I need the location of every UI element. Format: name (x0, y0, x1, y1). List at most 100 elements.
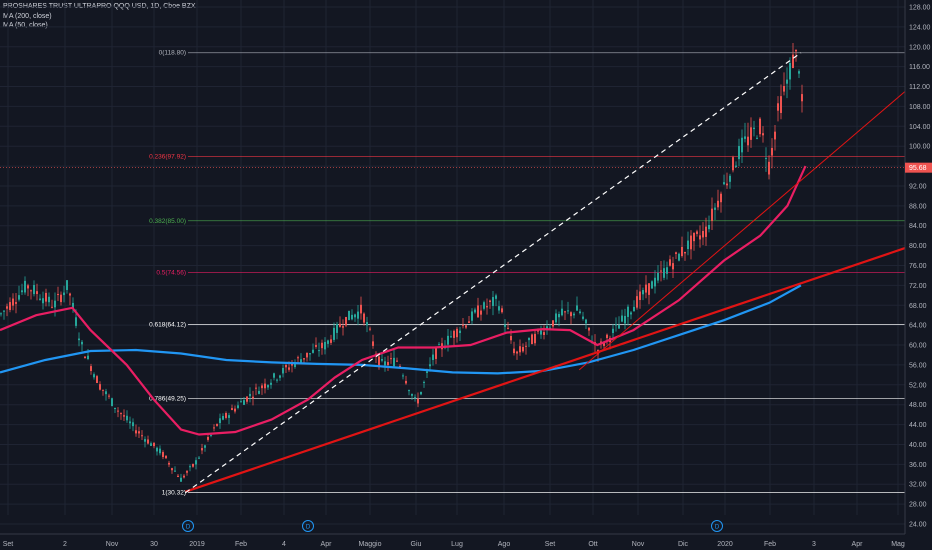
candle-body (540, 330, 542, 335)
candle-body (384, 361, 386, 366)
candle-body (255, 387, 257, 389)
candle-body (711, 208, 713, 221)
last-price-label: 95.68 (909, 165, 927, 172)
price-tick-label: 116.00 (909, 64, 930, 71)
candle-body (78, 338, 80, 341)
time-tick-label: Set (3, 541, 14, 548)
candle-body (483, 302, 485, 309)
candle-body (468, 321, 470, 323)
candle-body (117, 410, 119, 412)
candle-body (108, 395, 110, 397)
candle-body (36, 291, 38, 294)
candle-body (507, 327, 509, 329)
candle-body (675, 252, 677, 254)
candle-body (600, 341, 602, 343)
candle-body (792, 54, 794, 68)
candle-body (477, 305, 479, 318)
candle-body (243, 400, 245, 405)
candle-body (330, 339, 332, 343)
price-axis[interactable]: 128.00 124.00 120.00 116.00 112.00 108.00 104.… (904, 0, 932, 550)
time-tick-label: Lug (451, 541, 463, 548)
candle-body (438, 344, 440, 346)
time-tick-label: Feb (235, 541, 247, 548)
price-tick-label: 56.00 (909, 362, 927, 369)
candle-body (237, 405, 239, 408)
candle-body (306, 352, 308, 358)
candle-body (336, 324, 338, 333)
fib-level-label: 0.5(74.56) (156, 270, 186, 277)
candle-body (648, 283, 650, 295)
candle-body (687, 240, 689, 250)
time-tick-label: Apr (852, 541, 864, 548)
candle-body (234, 408, 236, 412)
candle-body (717, 200, 719, 208)
ma200-legend[interactable]: MA (200, close) (3, 13, 52, 20)
candle-body (24, 280, 26, 293)
candle-body (366, 322, 368, 326)
candle-body (504, 324, 506, 327)
candle-body (393, 357, 395, 367)
candle-body (357, 311, 359, 319)
candle-body (300, 359, 302, 364)
price-tick-label: 60.00 (909, 343, 927, 350)
candle-body (81, 341, 83, 345)
ma50-legend[interactable]: MA (50, close) (3, 22, 48, 29)
candle-body (627, 306, 629, 317)
candle-body (33, 284, 35, 295)
candle-body (636, 296, 638, 308)
candle-body (168, 462, 170, 465)
candle-body (480, 310, 482, 315)
fib-level-label: 0(118.80) (159, 50, 186, 57)
candle-body (768, 161, 770, 175)
fib-level-label: 0.618(64.12) (149, 322, 186, 329)
candle-body (297, 357, 299, 359)
candle-body (39, 298, 41, 300)
time-axis[interactable]: Set 2 Nov 30 2019 Feb 4 Apr Maggio Giu Lug Ago Set Ot… (0, 533, 905, 548)
candle-body (429, 364, 431, 367)
fib-diagonal (185, 52, 802, 494)
candle-body (435, 347, 437, 359)
candle-body (261, 385, 263, 389)
candle-body (318, 350, 320, 352)
candle-body (102, 389, 104, 391)
candle-body (555, 313, 557, 323)
trendline (578, 91, 906, 371)
dividend-marker (711, 520, 723, 532)
candle-body (465, 325, 467, 328)
candle-body (111, 398, 113, 406)
candle-body (708, 225, 710, 230)
candle-body (48, 296, 50, 303)
time-tick-label: 2 (63, 541, 67, 548)
price-tick-label: 64.00 (909, 323, 927, 330)
fib-retracement[interactable]: 0(118.80) 0.236(97.92) 0.382(85.00) 0.5(74.… (149, 50, 905, 497)
price-tick-label: 124.00 (909, 24, 931, 31)
candle-body (690, 235, 692, 250)
candle-body (486, 306, 488, 308)
candle-body (186, 471, 188, 473)
candle-body (195, 460, 197, 465)
candle-body (165, 455, 167, 459)
candle-body (723, 182, 725, 185)
candle-body (30, 290, 32, 292)
candle-body (693, 232, 695, 242)
candle-body (249, 393, 251, 397)
candle-body (105, 391, 107, 395)
candle-body (492, 297, 494, 306)
candle-body (774, 131, 776, 140)
candle-body (489, 300, 491, 302)
candle-body (342, 326, 344, 328)
candle-body (90, 366, 92, 371)
candle-body (174, 470, 176, 472)
candle-body (606, 334, 608, 339)
candle-body (126, 415, 128, 421)
candle-body (114, 407, 116, 410)
candle-body (63, 292, 65, 296)
price-tick-label: 92.00 (909, 183, 927, 190)
candle-body (198, 457, 200, 459)
time-tick-label: 4 (282, 541, 286, 548)
candle-body (201, 448, 203, 451)
candle-body (42, 298, 44, 304)
candle-body (399, 365, 401, 368)
